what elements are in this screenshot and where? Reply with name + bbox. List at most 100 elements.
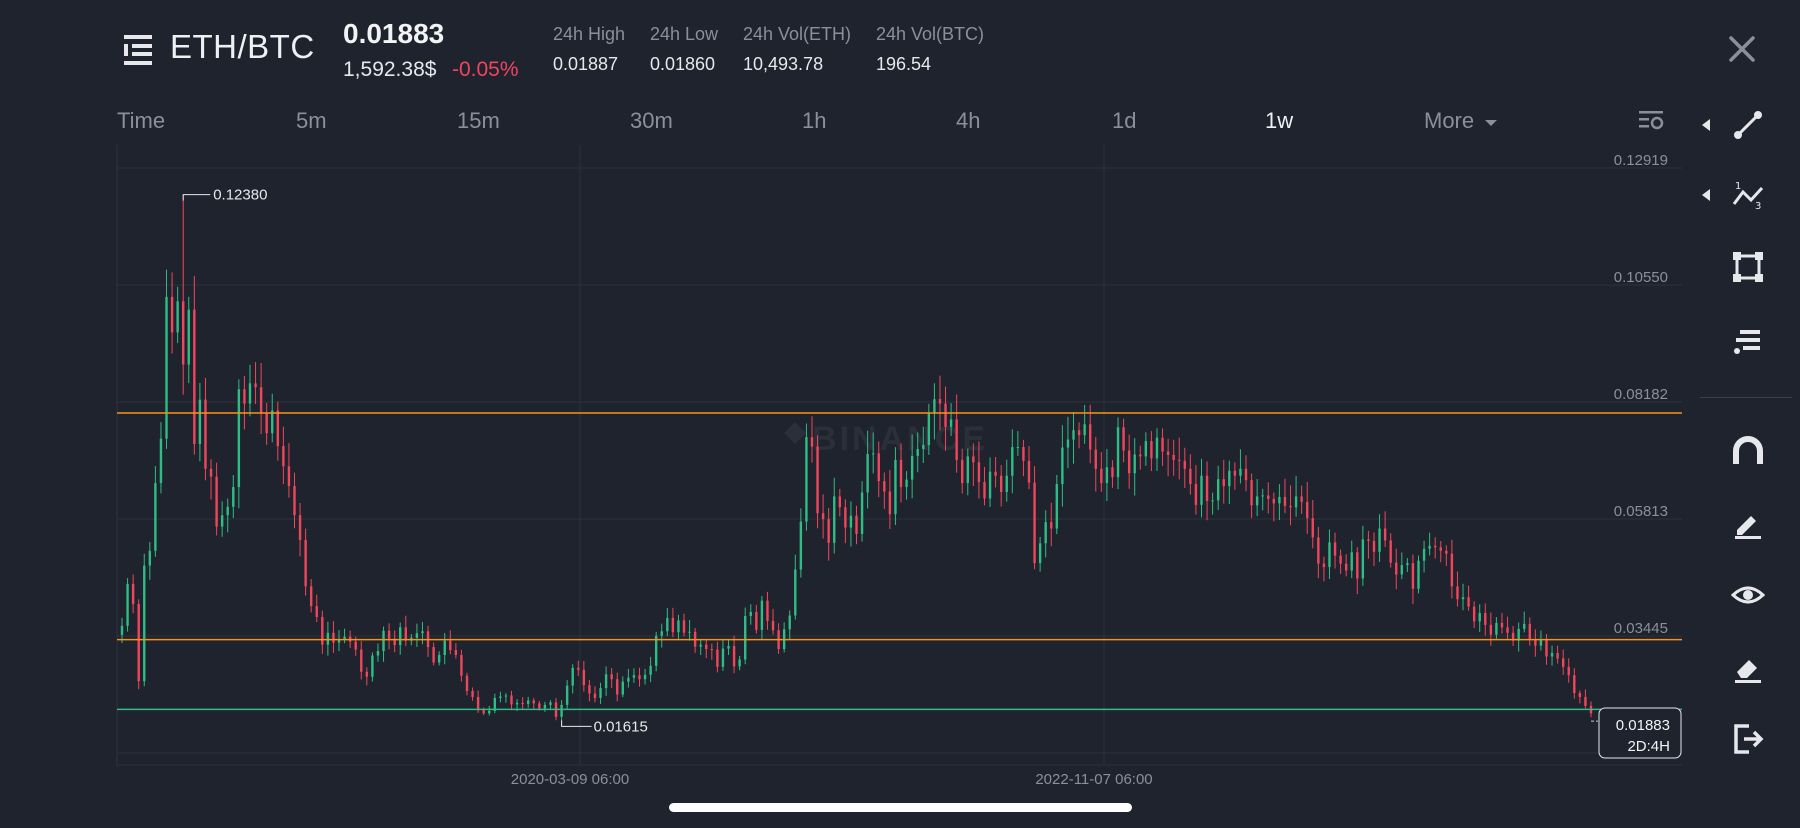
- candle-body: [549, 702, 552, 705]
- tab-4h[interactable]: 4h: [956, 108, 981, 133]
- candle-body: [254, 383, 257, 388]
- candle-body: [1111, 467, 1114, 478]
- candle-body: [232, 487, 235, 507]
- stat-value: 196.54: [876, 54, 932, 74]
- candle-body: [271, 410, 274, 434]
- candle-body: [1155, 437, 1159, 459]
- tab-time[interactable]: Time: [117, 108, 166, 133]
- tab-30m[interactable]: 30m: [630, 108, 673, 133]
- candle-body: [727, 646, 730, 649]
- candle-body: [1233, 470, 1237, 476]
- candle-body: [1205, 475, 1209, 501]
- candle-body: [1344, 563, 1348, 571]
- candle-body: [1450, 553, 1454, 587]
- tab-more[interactable]: More: [1424, 108, 1498, 134]
- candle-body: [148, 550, 152, 566]
- candle-body: [660, 631, 663, 636]
- expand-caret-icon[interactable]: [1702, 189, 1710, 201]
- high-marker-line: [182, 194, 211, 201]
- candle-body: [1317, 537, 1320, 564]
- candle-body: [1222, 479, 1225, 487]
- candle-body: [1339, 555, 1342, 564]
- rectangle-tool-icon[interactable]: [1728, 247, 1768, 287]
- candle-body: [371, 655, 374, 677]
- candle-body: [493, 697, 497, 711]
- candle-body: [1584, 696, 1587, 706]
- tab-1w[interactable]: 1w: [1265, 108, 1294, 133]
- candle-body: [860, 492, 864, 534]
- trading-pair[interactable]: ETH/BTC: [170, 28, 315, 65]
- candle-body: [972, 456, 975, 463]
- candle-body: [1094, 449, 1097, 469]
- candle-body: [1066, 439, 1070, 448]
- text-tool-icon[interactable]: [1728, 321, 1768, 361]
- candle-body: [588, 685, 591, 694]
- expand-caret-icon[interactable]: [1702, 119, 1710, 131]
- candle-body: [1356, 552, 1359, 579]
- candle-body: [376, 651, 380, 656]
- tab-1h[interactable]: 1h: [802, 108, 827, 133]
- candle-body: [916, 449, 919, 456]
- menu-icon[interactable]: [122, 32, 156, 66]
- candle-body: [805, 437, 808, 522]
- pencil-icon[interactable]: [1728, 503, 1768, 543]
- candle-body: [565, 685, 569, 705]
- watermark-logo-icon: [784, 422, 806, 444]
- candle-body: [538, 703, 541, 709]
- line-tool-icon[interactable]: [1728, 105, 1768, 145]
- candle-body: [209, 468, 213, 477]
- x-tick-label: 2020-03-09 06:00: [511, 771, 629, 788]
- candle-body: [354, 641, 357, 650]
- eraser-icon[interactable]: [1728, 647, 1768, 687]
- candle-body: [1395, 562, 1398, 575]
- candle-body: [1456, 586, 1459, 600]
- candle-body: [1406, 563, 1409, 566]
- current-price-box: [1598, 707, 1682, 759]
- candle-body: [688, 631, 691, 633]
- candle-body: [1389, 540, 1392, 563]
- tab-5m[interactable]: 5m: [296, 108, 327, 133]
- eye-icon[interactable]: [1728, 575, 1768, 615]
- close-icon[interactable]: [1727, 34, 1757, 64]
- candle-body: [1116, 427, 1120, 478]
- low-marker-line: [561, 720, 592, 727]
- candle-body: [983, 482, 986, 499]
- candle-body: [1267, 495, 1270, 499]
- candle-body: [682, 620, 686, 633]
- candle-body: [699, 644, 702, 647]
- candle-body: [1495, 622, 1498, 635]
- candle-body: [1144, 441, 1148, 457]
- stat-value: 10,493.78: [743, 54, 824, 74]
- candle-body: [744, 615, 747, 660]
- exit-icon[interactable]: [1728, 719, 1768, 759]
- y-tick-label: 0.10550: [1614, 269, 1668, 286]
- candle-body: [1139, 454, 1142, 457]
- tab-1d[interactable]: 1d: [1112, 108, 1137, 133]
- candle-body: [866, 453, 869, 493]
- y-tick-label: 0.08182: [1614, 386, 1668, 403]
- candle-body: [994, 471, 997, 476]
- candle-body: [1150, 441, 1153, 459]
- candle-body: [1556, 653, 1559, 659]
- candle-body: [877, 453, 880, 482]
- candle-body: [1244, 468, 1248, 481]
- candle-body: [961, 459, 964, 484]
- candle-body: [1311, 518, 1314, 538]
- candle-body: [343, 636, 346, 640]
- magnet-icon[interactable]: [1728, 431, 1768, 471]
- candle-body: [1194, 484, 1198, 505]
- tab-15m[interactable]: 15m: [457, 108, 500, 133]
- candle-body: [237, 389, 241, 488]
- candle-body: [1178, 459, 1181, 461]
- candle-body: [632, 675, 636, 678]
- candle-body: [1050, 522, 1053, 529]
- candle-body: [621, 681, 624, 695]
- candlestick-chart[interactable]: 0.129190.105500.081820.058130.034450.010…: [0, 145, 1690, 795]
- candle-body: [749, 612, 752, 616]
- candle-body: [1038, 543, 1042, 564]
- price-change: -0.05%: [452, 58, 519, 81]
- chart-settings-icon[interactable]: [1638, 108, 1664, 137]
- candle-body: [309, 586, 313, 607]
- candle-body: [1133, 454, 1136, 474]
